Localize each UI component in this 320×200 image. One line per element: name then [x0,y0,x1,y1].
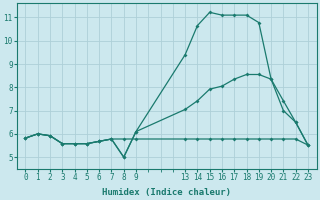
X-axis label: Humidex (Indice chaleur): Humidex (Indice chaleur) [102,188,231,197]
